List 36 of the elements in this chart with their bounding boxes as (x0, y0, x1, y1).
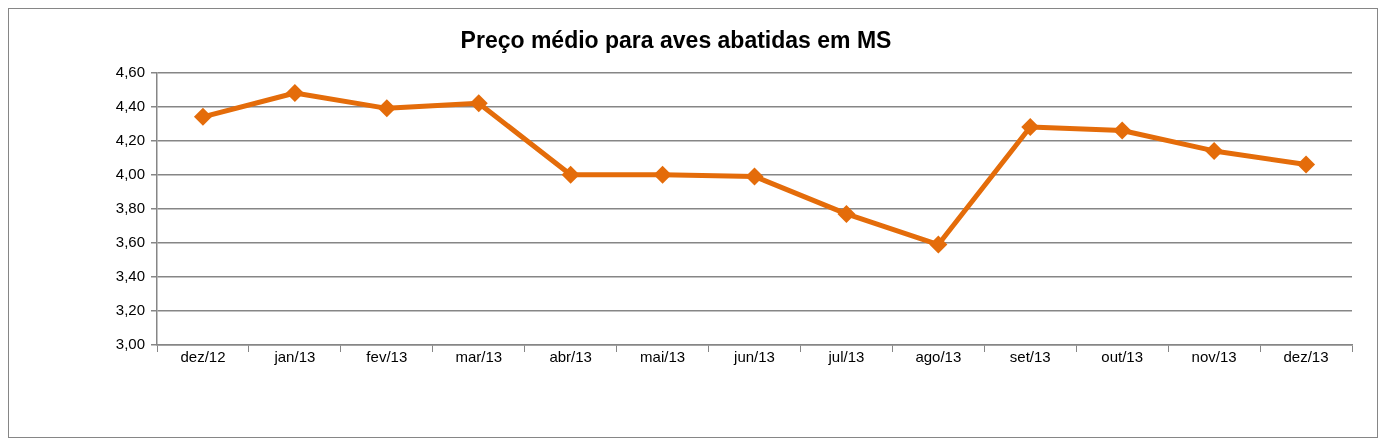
x-tick-label: abr/13 (549, 348, 592, 366)
point (377, 99, 396, 118)
point (745, 167, 764, 186)
y-tick-label: 4,00 (115, 164, 145, 182)
y-tick-label: 3,40 (115, 267, 145, 285)
y-tick-label: 4,60 (115, 62, 145, 80)
x-tick-label: dez/12 (180, 348, 226, 366)
x-tick-label: set/13 (1009, 348, 1051, 366)
point (1113, 121, 1132, 140)
x-tick-label: jul/13 (827, 348, 865, 366)
y-tick-label: 4,20 (115, 130, 145, 148)
x-tick-label: dez/13 (1283, 348, 1329, 366)
x-tick-label: out/13 (1101, 348, 1144, 366)
y-tick-label: 3,20 (115, 301, 145, 319)
point (653, 165, 672, 184)
point (193, 107, 212, 126)
y-tick-label: 3,80 (115, 198, 145, 216)
point (1297, 155, 1316, 174)
point (837, 204, 856, 223)
x-tick-label: fev/13 (366, 348, 408, 366)
point (1021, 118, 1040, 137)
point (469, 94, 488, 113)
x-tick-label: jun/13 (733, 348, 775, 366)
chart-title: Preço médio para aves abatidas em MS (460, 27, 892, 54)
point (929, 235, 948, 254)
y-tick-label: 3,00 (115, 335, 145, 353)
x-tick-label: ago/13 (915, 348, 962, 366)
x-tick-label: mar/13 (455, 348, 503, 366)
x-tick-label: mai/13 (640, 348, 686, 366)
y-tick-label: 4,40 (115, 96, 145, 114)
x-tick-label: jan/13 (273, 348, 316, 366)
point (285, 84, 304, 103)
point (561, 165, 580, 184)
y-tick-label: 3,60 (115, 232, 145, 250)
x-tick-label: nov/13 (1191, 348, 1237, 366)
point (1205, 141, 1224, 160)
